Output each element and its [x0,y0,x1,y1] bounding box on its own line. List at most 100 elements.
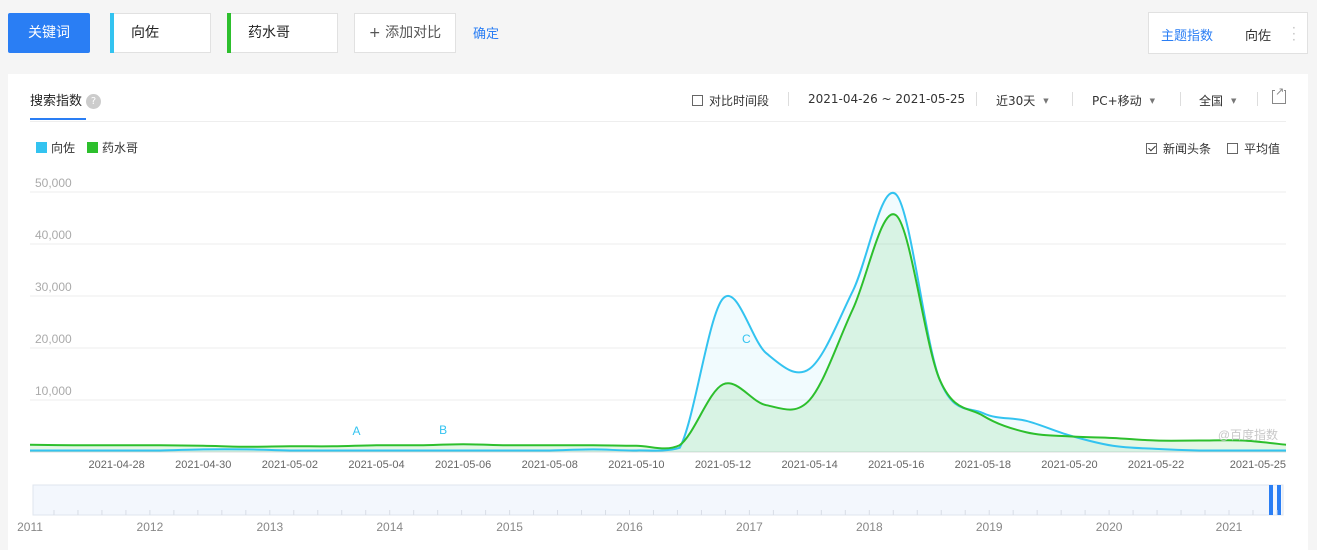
region-select[interactable]: 全国 ▼ [1199,92,1236,109]
caret-down-icon: ▼ [1231,97,1237,105]
separator [1257,92,1258,106]
keyword-1-text: 向佐 [131,25,159,41]
average-label: 平均值 [1244,142,1281,156]
series-area-1 [30,192,1286,452]
x-tick-label: 2021-05-12 [695,459,751,471]
chart-lines [29,191,1287,452]
tab-search-index[interactable]: 搜索指数? [30,90,102,109]
y-axis-labels: 10,000 20,000 30,000 40,000 50,000 [35,176,72,398]
timeline-year: 2012 [137,520,164,534]
legend-swatch-2 [87,142,98,153]
legend-swatch-1 [36,142,47,153]
timeline-brush[interactable]: 2011 2012 2013 2014 2015 2016 2017 2018 2019 2020… [17,484,1284,534]
x-axis-labels: 2021-04-28 2021-04-30 2021-05-02 2021-05-04… [88,459,1286,471]
caret-down-icon: ▼ [1043,97,1049,105]
timeline-year: 2013 [256,520,283,534]
period-select[interactable]: 近30天 ▼ [996,92,1049,109]
confirm-link[interactable]: 确定 [473,27,500,42]
keyword-1-color-bar [110,13,114,53]
legend-item-1[interactable]: 向佐 [36,139,75,156]
x-tick-label: 2021-05-08 [522,459,578,471]
timeline-year: 2021 [1216,520,1243,534]
series-line-2[interactable] [29,213,1287,450]
help-icon[interactable]: ? [86,94,102,109]
keyword-2-color-bar [227,13,231,53]
average-checkbox[interactable]: 平均值 [1227,140,1280,157]
x-tick-label: 2021-05-18 [955,459,1011,471]
separator [1072,92,1073,106]
annotation-marker[interactable]: B [439,423,447,437]
more-vertical-icon[interactable]: · · · [1292,21,1296,47]
timeline-year: 2018 [856,520,883,534]
timeline-year: 2017 [736,520,763,534]
external-link-icon[interactable] [1272,85,1286,104]
news-headlines-label: 新闻头条 [1163,142,1212,156]
timeline-year: 2011 [17,520,43,534]
panel-divider [30,121,1286,122]
timeline-year: 2015 [496,520,523,534]
legend-label-2: 药水哥 [102,141,139,155]
timeline-ticks [53,510,1278,515]
add-compare-button[interactable]: + 添加对比 [354,13,456,53]
keyword-tab-button[interactable]: 关键词 [8,13,90,53]
period-text: 近30天 [996,94,1036,108]
keyword-input-2[interactable]: 药水哥 [227,13,338,53]
x-tick-label: 2021-05-20 [1041,459,1097,471]
x-tick-label: 2021-04-28 [88,459,144,471]
region-text: 全国 [1199,94,1224,108]
watermark-text: @百度指数 [1218,427,1278,442]
x-tick-label: 2021-05-04 [348,459,404,471]
device-text: PC+移动 [1092,94,1142,108]
tab-search-index-label: 搜索指数 [30,94,83,109]
legend-label-1: 向佐 [51,141,76,155]
y-tick-label: 10,000 [35,384,72,398]
topic-index-box[interactable]: 主题指数 向佐 · · · [1148,12,1308,54]
series-line-1[interactable] [30,191,1286,452]
legend-item-2[interactable]: 药水哥 [87,139,138,156]
chart-areas [30,192,1286,452]
keyword-input-1[interactable]: 向佐 [110,13,211,53]
compare-period-checkbox[interactable]: 对比时间段 [692,92,769,109]
checkbox-checked-icon [1146,143,1157,154]
timeline-year: 2020 [1096,520,1123,534]
chart-grid [30,191,1286,453]
timeline-year-labels: 2011 2012 2013 2014 2015 2016 2017 2018 2019 2020… [17,520,1243,534]
x-tick-label: 2021-05-22 [1128,459,1184,471]
date-range-text: 2021-04-26 ~ 2021-05-25 [808,92,966,106]
y-tick-label: 40,000 [35,228,72,242]
timeline-track [32,484,1284,516]
news-headlines-checkbox[interactable]: 新闻头条 [1146,140,1211,157]
x-tick-label: 2021-05-10 [608,459,664,471]
annotation-marker[interactable]: A [352,424,360,438]
timeline-handle-right[interactable] [1277,485,1281,515]
tab-active-indicator [30,118,86,120]
device-select[interactable]: PC+移动 ▼ [1092,92,1155,109]
compare-period-label: 对比时间段 [709,94,770,108]
top-toolbar: 关键词 向佐 药水哥 + 添加对比 确定 主题指数 向佐 · · · [0,0,1317,68]
x-tick-label: 2021-05-02 [262,459,318,471]
checkbox-icon [692,95,703,106]
x-tick-label: 2021-05-16 [868,459,924,471]
chart-annotations: A B C [352,332,750,438]
x-tick-label: 2021-04-30 [175,459,231,471]
keyword-2-text: 药水哥 [248,25,290,41]
timeline-year: 2014 [376,520,403,534]
topic-keyword: 向佐 [1245,29,1272,44]
topic-index-label[interactable]: 主题指数 [1161,29,1214,44]
y-tick-label: 50,000 [35,176,72,190]
checkbox-icon [1227,143,1238,154]
x-tick-label: 2021-05-06 [435,459,491,471]
y-tick-label: 20,000 [35,332,72,346]
timeline-year: 2019 [976,520,1003,534]
y-tick-label: 30,000 [35,280,72,294]
date-range-picker[interactable]: 2021-04-26 ~ 2021-05-25 [808,92,965,106]
series-area-2 [30,214,1286,452]
annotation-marker[interactable]: C [742,332,751,346]
caret-down-icon: ▼ [1149,97,1156,105]
x-tick-label: 2021-05-14 [781,459,837,471]
timeline-handle-left[interactable] [1269,485,1273,515]
index-panel: 搜索指数? 对比时间段 2021-04-26 ~ 2021-05-25 近30天… [8,74,1308,550]
timeline-year: 2016 [616,520,643,534]
separator [788,92,789,106]
